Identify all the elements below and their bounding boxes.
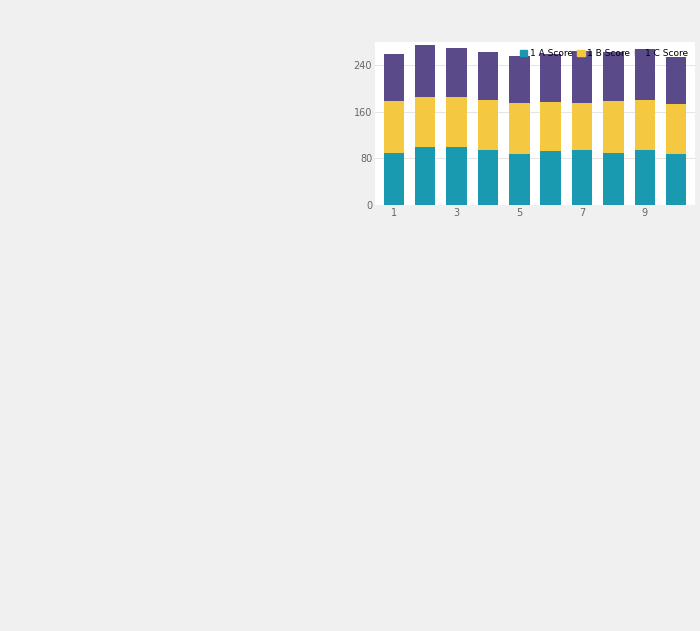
Bar [384,54,404,102]
Bar [603,153,624,205]
Bar [603,52,624,102]
Bar [572,103,592,150]
Bar [572,150,592,205]
Bar [603,102,624,153]
Bar [447,97,467,147]
Bar [415,147,435,205]
Bar [477,100,498,150]
Bar [540,54,561,102]
Bar [415,97,435,147]
Bar [509,56,529,103]
Bar [635,150,655,205]
Bar [635,49,655,100]
Bar [415,45,435,97]
Bar [477,52,498,100]
Bar [447,48,467,97]
Bar [540,151,561,205]
Bar [666,57,687,104]
Bar [384,153,404,205]
Bar [666,104,687,154]
Bar [572,50,592,103]
Bar [635,100,655,150]
Legend: 1 A Score, 1 B Score, 1 C Score: 1 A Score, 1 B Score, 1 C Score [517,47,690,61]
Bar [447,147,467,205]
Bar [477,150,498,205]
Bar [509,154,529,205]
Bar [509,103,529,154]
Bar [540,102,561,151]
Bar [666,154,687,205]
Bar [384,102,404,153]
